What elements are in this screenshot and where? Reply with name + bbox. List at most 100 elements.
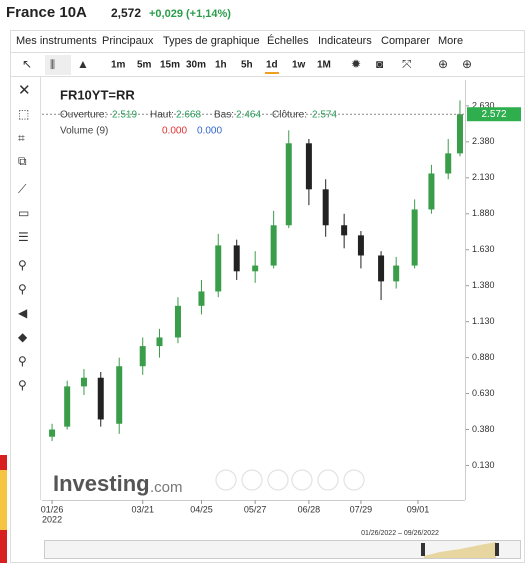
- candle-body: [156, 337, 163, 347]
- nav-button[interactable]: [343, 469, 365, 491]
- edge-strip: [0, 470, 7, 530]
- y-tick-label: 0.130: [472, 460, 495, 470]
- candle-body: [252, 265, 259, 272]
- close-icon[interactable]: ✕: [18, 82, 31, 99]
- tool-icon[interactable]: ⚲: [18, 258, 27, 272]
- x-tick-label: 03/21: [131, 504, 154, 514]
- fullscreen-icon[interactable]: ⤧: [402, 57, 412, 71]
- candle-body: [322, 189, 329, 226]
- candle-icon[interactable]: [45, 55, 71, 75]
- candle-body: [305, 143, 312, 190]
- legend-label: Volume (9): [60, 126, 108, 137]
- range-label: 01/26/2022 – 09/26/2022: [361, 530, 439, 537]
- candle-body: [64, 386, 71, 427]
- tool-icon[interactable]: ⚲: [18, 378, 27, 392]
- plot: 0.130 0.380 0.630 0.880 1.130 1.380 1.630 1.880…: [41, 80, 521, 524]
- interval[interactable]: 30m: [186, 60, 206, 71]
- legend-value: 0.000: [162, 126, 187, 137]
- menu-item[interactable]: Indicateurs: [318, 35, 372, 47]
- y-tick-label: 2.630: [472, 100, 495, 110]
- tool-icon[interactable]: ⌗: [18, 131, 25, 145]
- upload-icon[interactable]: ⊕: [462, 57, 472, 71]
- interval[interactable]: 15m: [160, 60, 180, 71]
- settings-icon[interactable]: ✹: [351, 57, 361, 71]
- nav-button[interactable]: [291, 469, 313, 491]
- navigator-handle[interactable]: [421, 543, 425, 556]
- candle-body: [378, 255, 385, 282]
- tool-icon[interactable]: ⚲: [18, 282, 27, 296]
- legend-value: 2.519: [112, 110, 137, 121]
- drawing-tools: ✕ ⬚ ⌗ ⧉ ⟋ ▭ ☰ ⚲ ⚲ ◀ ◆ ⚲ ⚲: [18, 82, 31, 392]
- interval[interactable]: 5m: [137, 60, 152, 71]
- watermark: Investing: [53, 471, 150, 496]
- interval-active: [265, 72, 279, 74]
- tool-icon[interactable]: ⚲: [18, 354, 27, 368]
- tool-icon[interactable]: ☰: [18, 230, 29, 244]
- cursor-icon[interactable]: ↖: [22, 57, 32, 71]
- menu-item[interactable]: More: [438, 35, 463, 47]
- candle-body: [393, 265, 400, 282]
- candle-body: [174, 305, 181, 338]
- x-year-label: 2022: [42, 514, 62, 524]
- interval[interactable]: 1m: [111, 60, 126, 71]
- tool-icon[interactable]: ▭: [18, 206, 29, 220]
- navigator[interactable]: [44, 540, 521, 559]
- candle-body: [428, 173, 435, 210]
- camera-icon[interactable]: ◙: [376, 57, 383, 71]
- interval[interactable]: 5h: [241, 60, 253, 71]
- candle-body: [97, 377, 104, 420]
- nav-button[interactable]: [267, 469, 289, 491]
- legend-label: Ouverture:: [60, 110, 107, 121]
- y-tick-label: 2.380: [472, 136, 495, 146]
- x-tick-label: 01/26: [41, 504, 64, 514]
- nav-button[interactable]: [317, 469, 339, 491]
- tool-icon[interactable]: ◆: [18, 330, 28, 344]
- candle-body: [49, 429, 56, 437]
- interval[interactable]: 1h: [215, 60, 227, 71]
- candle-body: [445, 153, 452, 174]
- navigator-area: [424, 542, 496, 558]
- interval[interactable]: 1M: [317, 60, 331, 71]
- interval[interactable]: 1w: [292, 60, 306, 71]
- interval[interactable]: 1d: [266, 60, 278, 71]
- legend-value: 2.574: [312, 110, 337, 121]
- area-icon[interactable]: ▲: [77, 57, 89, 71]
- menu-item[interactable]: Mes instruments: [16, 35, 97, 47]
- tool-icon[interactable]: ⟋: [18, 182, 27, 196]
- menu-item[interactable]: Types de graphique: [163, 35, 260, 47]
- title: France 10A: [6, 4, 87, 21]
- last-price-box: [467, 107, 521, 122]
- candle-body: [116, 366, 123, 424]
- nav-buttons: [215, 469, 365, 491]
- x-tick-label: 04/25: [190, 504, 213, 514]
- candle-body: [285, 143, 292, 226]
- legend-value: 2.464: [236, 110, 261, 121]
- candle-body: [233, 245, 240, 272]
- download-icon[interactable]: ⊕: [438, 57, 448, 71]
- candle-body: [215, 245, 222, 292]
- tool-icon[interactable]: ◀: [18, 306, 28, 320]
- candle-body: [341, 225, 348, 236]
- y-tick-label: 0.630: [472, 388, 495, 398]
- y-tick-label: 1.380: [472, 280, 495, 290]
- nav-button[interactable]: [215, 469, 237, 491]
- nav-button[interactable]: [241, 469, 263, 491]
- candle-icon: ⫼: [50, 59, 55, 71]
- legend-value: 0.000: [197, 126, 222, 137]
- toolbar: ↖ ⫼ ▲ ✹ ◙ ⤧ ⊕ ⊕ 1m 5m 15m 30m 1h 5h 1d 1w 1M: [22, 55, 472, 75]
- y-tick-label: 0.880: [472, 352, 495, 362]
- navigator-handle[interactable]: [495, 543, 499, 556]
- menu-item[interactable]: Comparer: [381, 35, 430, 47]
- tool-icon[interactable]: ⬚: [18, 107, 29, 121]
- candle-body: [139, 346, 146, 367]
- tool-icon[interactable]: ⧉: [18, 154, 27, 168]
- last-price-label: 2.572: [481, 109, 506, 120]
- candle-body: [80, 377, 87, 387]
- menu-item[interactable]: Échelles: [267, 34, 309, 47]
- menu-item[interactable]: Principaux: [102, 35, 154, 47]
- price: 2,572: [111, 6, 141, 20]
- x-tick-label: 07/29: [350, 504, 373, 514]
- legend-label: Bas:: [214, 110, 234, 121]
